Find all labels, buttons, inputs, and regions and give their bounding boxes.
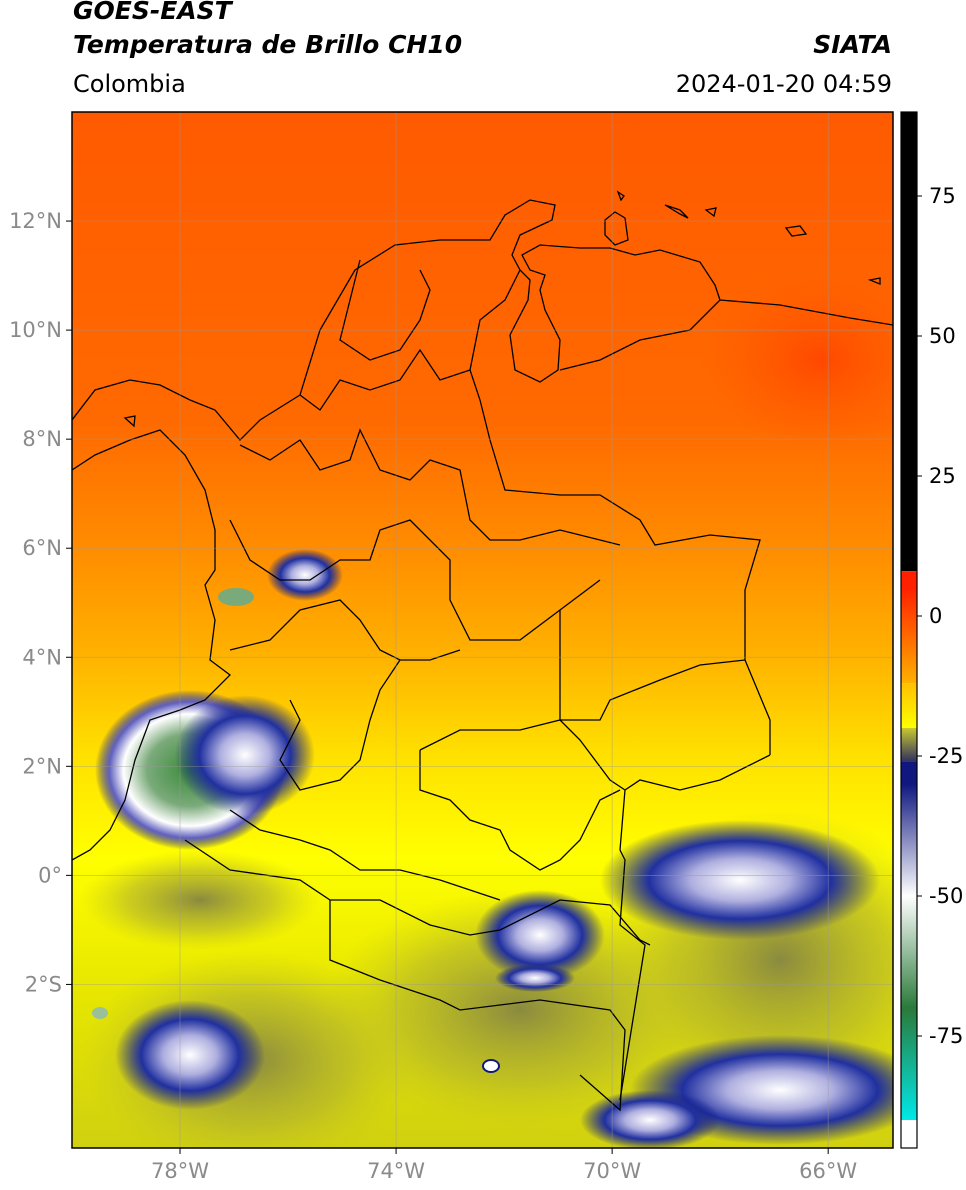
island-bonaire [664, 204, 689, 219]
colorbar-gradient [901, 728, 917, 762]
venezuela-borders [559, 299, 721, 371]
department-borders [419, 750, 621, 871]
lat-tick-label: 2°N [22, 754, 62, 778]
lat-tick-label: 4°N [22, 645, 62, 669]
colorbar-segments [901, 112, 917, 1148]
island-small [704, 207, 717, 218]
border-colombia-venezuela [469, 269, 771, 755]
convective-cloud-small [92, 1007, 108, 1019]
lat-tick-label: 6°N [22, 536, 62, 560]
colorbar: 75 50 25 0 -25 -50 -75 [900, 111, 963, 1149]
colorbar-gradient [901, 1008, 917, 1120]
lat-tick-label: 10°N [9, 318, 62, 342]
colorbar-segment [901, 1120, 917, 1148]
colorbar-tick-label: 25 [929, 464, 956, 488]
coastline-caribbean [72, 199, 893, 441]
title-line1: GOES-EAST [73, 0, 232, 25]
map-frame [71, 111, 894, 1149]
convective-cloud [115, 1000, 265, 1110]
island-small [867, 277, 881, 285]
timestamp-label: 2024-01-20 04:59 [675, 70, 892, 98]
colorbar-frame [900, 111, 918, 1149]
lat-tick-label: 8°N [22, 427, 62, 451]
lat-tick-label: 12°N [9, 209, 62, 233]
colorbar-tick-label: 75 [929, 184, 956, 208]
convective-cloud [600, 820, 880, 940]
convective-cloud [495, 964, 575, 992]
convective-cloud [475, 890, 605, 980]
colorbar-tick-label: 0 [929, 604, 942, 628]
border-colombia-south [184, 839, 651, 946]
title-line2: Temperatura de Brillo CH10 [73, 30, 463, 59]
convective-cloud [175, 695, 315, 815]
convective-cloud-core [218, 588, 254, 606]
island-small [123, 415, 136, 428]
temperature-field [72, 112, 893, 1148]
convective-cloud-small [482, 1059, 500, 1073]
island-curacao [604, 211, 629, 246]
colorbar-segment [901, 112, 917, 572]
colorbar-tick-label: -75 [929, 1024, 963, 1048]
region-label: Colombia [73, 70, 186, 98]
colorbar-gradient [901, 683, 917, 728]
island-margarita [784, 225, 808, 237]
department-borders [339, 259, 431, 361]
olive-patch [80, 850, 320, 950]
longitude-axis: 78°W 74°W 70°W 66°W [151, 1148, 857, 1183]
colorbar-tick-label: -50 [929, 884, 963, 908]
boundaries [72, 190, 893, 1112]
colorbar-gradient [901, 588, 917, 684]
latitude-axis: 12°N 10°N 8°N 6°N 4°N 2°N 0° 2°S [9, 209, 72, 996]
warm-region [700, 270, 893, 450]
department-borders [419, 719, 626, 791]
lon-tick-label: 78°W [151, 1159, 209, 1183]
border-peru [329, 900, 626, 1112]
lon-tick-label: 66°W [799, 1159, 857, 1183]
lon-tick-label: 74°W [367, 1159, 425, 1183]
lon-tick-label: 70°W [583, 1159, 641, 1183]
colorbar-tick-label: 50 [929, 324, 956, 348]
department-borders [239, 428, 621, 546]
gridlines [72, 112, 893, 1148]
colorbar-gradient [901, 896, 917, 1008]
organization-label: SIATA [813, 30, 892, 59]
lat-tick-label: 2°S [25, 972, 62, 996]
department-borders [229, 599, 461, 661]
convective-cloud [267, 549, 343, 601]
colorbar-ticks: 75 50 25 0 -25 -50 -75 [917, 184, 963, 1048]
lat-tick-label: 0° [38, 863, 62, 887]
colorbar-tick-label: -25 [929, 744, 963, 768]
convective-cloud [580, 1090, 720, 1148]
colorbar-segment [901, 571, 917, 588]
coastline-pacific [72, 429, 231, 861]
department-borders [299, 348, 471, 411]
department-borders [229, 809, 501, 901]
department-borders [229, 519, 601, 641]
department-borders [279, 659, 401, 791]
island-aruba [616, 190, 625, 202]
colorbar-gradient [901, 784, 917, 896]
border-colombia-brazil [619, 754, 771, 1101]
